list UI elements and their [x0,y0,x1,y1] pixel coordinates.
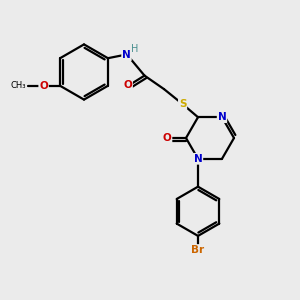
Text: CH₃: CH₃ [11,81,26,90]
Text: N: N [194,154,202,164]
Text: Br: Br [191,245,205,255]
Text: O: O [123,80,132,90]
Text: S: S [179,99,186,109]
Text: O: O [163,133,172,143]
Text: N: N [218,112,226,122]
Text: O: O [39,81,48,91]
Text: N: N [122,50,131,60]
Text: H: H [131,44,139,54]
